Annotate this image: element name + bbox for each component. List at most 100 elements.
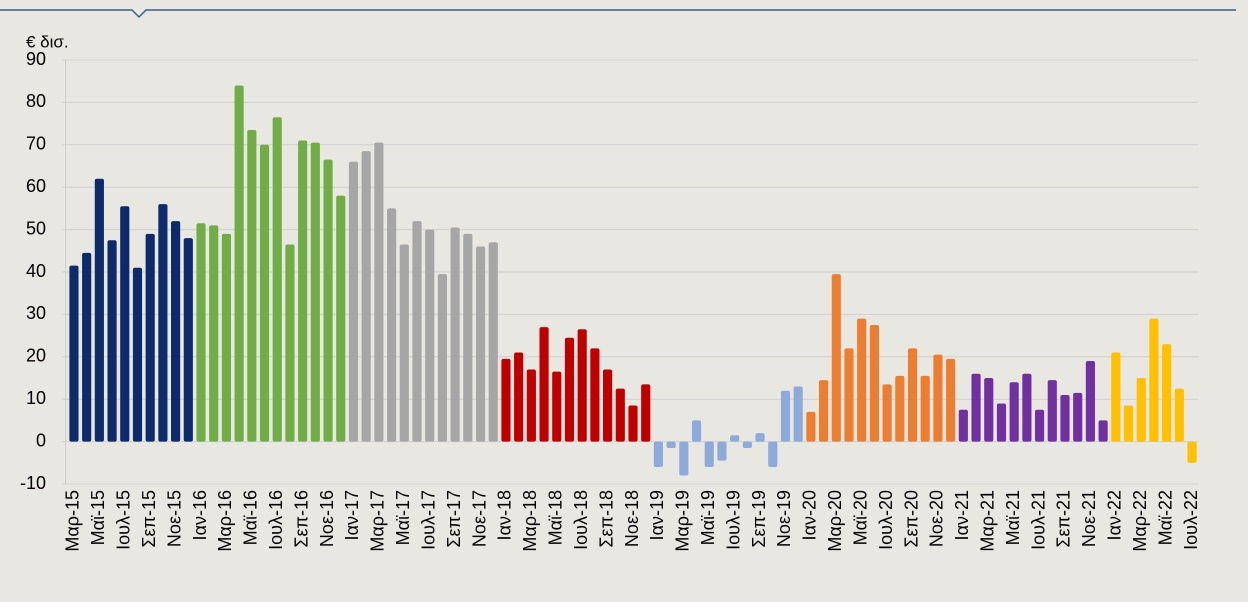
bar	[869, 325, 879, 442]
bar	[1149, 318, 1159, 442]
bar	[94, 178, 104, 442]
bar	[1060, 394, 1070, 442]
y-tick-label: 70	[26, 134, 46, 154]
x-tick-label: Σεπ-19	[749, 490, 769, 548]
bar	[450, 227, 460, 442]
y-axis-label: € δισ.	[26, 32, 69, 51]
bar	[1022, 373, 1032, 442]
bar	[501, 358, 511, 442]
y-tick-label: 20	[26, 346, 46, 366]
y-tick-label: 40	[26, 261, 46, 281]
x-tick-label: Μαϊ-17	[393, 490, 413, 545]
bar	[564, 337, 575, 442]
bar	[285, 244, 295, 442]
x-tick-label: Μαϊ-16	[241, 490, 261, 545]
bar	[348, 161, 359, 442]
bar	[1187, 441, 1197, 463]
bar	[730, 435, 740, 442]
bar	[1009, 382, 1019, 442]
x-tick-label: Ιαν-18	[495, 490, 515, 540]
x-tick-label: Νοε-18	[622, 490, 642, 547]
bar	[806, 411, 816, 442]
x-tick-label: Μαρ-21	[978, 490, 998, 552]
bar	[1136, 378, 1146, 442]
x-tick-label: Μαρ-20	[825, 490, 845, 552]
bar	[946, 358, 956, 442]
bar	[958, 409, 968, 442]
x-tick-label: Ιουλ-21	[1028, 490, 1048, 550]
x-tick-label: Μαρ-22	[1130, 490, 1150, 552]
bar	[831, 274, 841, 442]
bar	[526, 369, 536, 442]
x-tick-label: Ιαν-19	[647, 490, 667, 540]
bar	[132, 267, 143, 442]
x-tick-label: Νοε-16	[317, 490, 337, 547]
bar	[641, 384, 651, 442]
bar	[183, 238, 193, 442]
x-tick-label: Νοε-15	[164, 490, 184, 547]
bar	[310, 142, 320, 442]
bar	[1111, 352, 1121, 442]
bar	[399, 244, 409, 442]
bar	[691, 420, 702, 442]
x-tick-label: Ιουλ-20	[876, 490, 896, 550]
y-tick-label: 50	[26, 218, 46, 238]
x-tick-label: Ιαν-21	[952, 490, 972, 540]
x-tick-label: Ιαν-17	[342, 490, 362, 540]
bar	[336, 195, 346, 442]
bar	[768, 441, 778, 468]
bar	[196, 223, 206, 442]
bar	[666, 441, 676, 448]
bar	[895, 375, 905, 442]
x-tick-label: Μαρ-19	[673, 490, 693, 552]
bar	[679, 441, 689, 476]
bar	[539, 327, 549, 442]
bar	[247, 129, 257, 442]
bar	[234, 85, 244, 442]
x-tick-label: Ιουλ-19	[723, 490, 743, 550]
x-tick-label: Ιαν-20	[800, 490, 820, 540]
x-tick-label: Σεπ-20	[901, 490, 921, 548]
bar	[1035, 409, 1045, 442]
x-tick-label: Ιαν-16	[190, 490, 210, 540]
x-tick-label: Ιουλ-17	[418, 490, 438, 550]
x-tick-label: Μαρ-18	[520, 490, 540, 552]
bar	[615, 388, 625, 442]
bar	[272, 117, 282, 442]
bar	[361, 151, 371, 442]
x-tick-label: Σεπ-16	[291, 490, 311, 548]
bar	[209, 225, 219, 442]
bar	[1098, 420, 1108, 442]
x-tick-label: Μαϊ-21	[1003, 490, 1023, 545]
bar	[793, 386, 803, 442]
bar	[145, 233, 155, 442]
bar	[1123, 405, 1134, 442]
bar	[933, 354, 943, 442]
bar	[425, 229, 435, 442]
bar	[590, 348, 600, 442]
bar	[984, 378, 994, 442]
bar	[1162, 344, 1172, 442]
bar	[552, 371, 562, 442]
bar	[323, 159, 333, 442]
x-tick-label: Ιουλ-15	[114, 490, 134, 550]
bar	[374, 142, 384, 442]
x-tick-label: Ιουλ-22	[1181, 490, 1201, 550]
x-tick-label: Μαρ-17	[368, 490, 388, 552]
bar	[857, 318, 867, 442]
x-tick-label: Νοε-17	[469, 490, 489, 547]
bar	[488, 242, 498, 442]
x-tick-label: Μαϊ-22	[1155, 490, 1175, 545]
y-tick-label: 0	[36, 430, 46, 450]
x-tick-label: Μαϊ-18	[546, 490, 566, 545]
bar	[69, 265, 79, 442]
bar	[844, 348, 854, 442]
bar	[1073, 392, 1083, 442]
bar	[259, 144, 270, 442]
bar	[742, 441, 752, 448]
bar	[653, 441, 663, 468]
bar	[120, 206, 130, 442]
bar	[298, 140, 308, 442]
x-tick-label: Μαρ-16	[215, 490, 235, 552]
